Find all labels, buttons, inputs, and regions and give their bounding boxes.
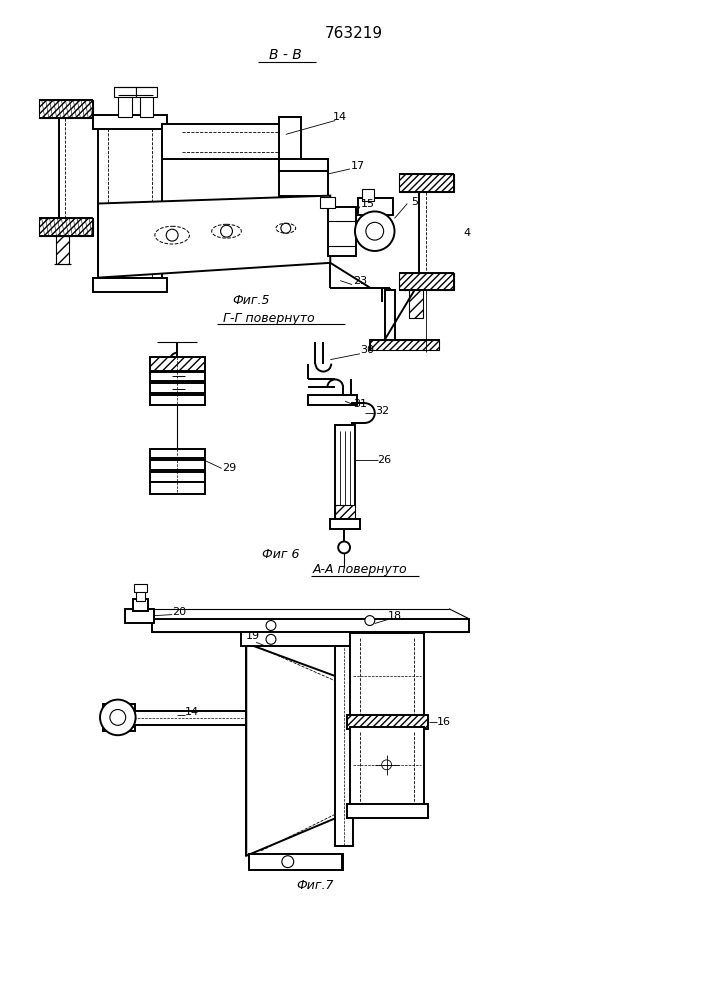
- Bar: [308, 395, 357, 405]
- Bar: [151, 472, 205, 482]
- Bar: [279, 159, 328, 171]
- Circle shape: [266, 634, 276, 644]
- Bar: [103, 723, 134, 731]
- Bar: [136, 87, 158, 97]
- Text: 30: 30: [360, 345, 374, 355]
- Bar: [151, 449, 205, 458]
- Bar: [330, 519, 360, 529]
- Circle shape: [281, 223, 291, 233]
- Text: Фиг 6: Фиг 6: [262, 548, 300, 561]
- Bar: [151, 460, 205, 470]
- Bar: [241, 632, 350, 646]
- Bar: [136, 591, 146, 601]
- Bar: [163, 124, 286, 159]
- Text: 26: 26: [378, 455, 392, 465]
- Bar: [151, 357, 205, 371]
- Bar: [56, 236, 69, 264]
- Bar: [399, 174, 454, 192]
- Circle shape: [366, 222, 384, 240]
- Bar: [151, 395, 205, 405]
- Bar: [123, 710, 133, 727]
- Bar: [151, 372, 205, 381]
- Bar: [320, 197, 335, 208]
- Bar: [103, 704, 134, 711]
- Bar: [279, 166, 328, 196]
- Text: Фиг.7: Фиг.7: [297, 879, 334, 892]
- Circle shape: [266, 621, 276, 630]
- Bar: [129, 711, 248, 725]
- Bar: [328, 207, 356, 256]
- Bar: [350, 727, 424, 806]
- Circle shape: [166, 229, 178, 241]
- Text: 763219: 763219: [325, 26, 383, 41]
- Bar: [133, 599, 148, 611]
- Bar: [151, 383, 205, 393]
- Text: 18: 18: [387, 611, 402, 621]
- Polygon shape: [246, 643, 340, 856]
- Circle shape: [365, 616, 375, 626]
- Bar: [370, 340, 439, 350]
- Text: 14: 14: [185, 707, 199, 717]
- Bar: [335, 425, 355, 519]
- Text: 16: 16: [437, 717, 451, 727]
- Bar: [370, 340, 439, 350]
- Text: 19: 19: [246, 631, 260, 641]
- Bar: [409, 290, 423, 318]
- Circle shape: [355, 211, 395, 251]
- Text: 5: 5: [411, 197, 418, 207]
- Bar: [153, 619, 469, 632]
- Bar: [250, 854, 343, 870]
- Text: 29: 29: [223, 463, 237, 473]
- Text: 31: 31: [353, 399, 367, 409]
- Circle shape: [221, 225, 233, 237]
- Bar: [347, 715, 428, 729]
- Bar: [93, 278, 168, 292]
- Text: Фиг.5: Фиг.5: [233, 294, 270, 307]
- Text: 15: 15: [361, 199, 375, 209]
- Text: А-А повернуто: А-А повернуто: [312, 563, 407, 576]
- Bar: [335, 633, 353, 846]
- Bar: [358, 198, 392, 215]
- Bar: [93, 115, 168, 129]
- Circle shape: [282, 856, 293, 868]
- Bar: [151, 482, 205, 494]
- Bar: [347, 804, 428, 818]
- Bar: [385, 290, 395, 345]
- Circle shape: [338, 542, 350, 553]
- Text: 32: 32: [375, 406, 390, 416]
- Bar: [362, 189, 374, 201]
- Bar: [124, 609, 154, 623]
- Circle shape: [110, 710, 126, 725]
- Bar: [139, 95, 153, 117]
- Text: 23: 23: [353, 276, 367, 286]
- Bar: [134, 584, 148, 592]
- Bar: [279, 117, 300, 166]
- Bar: [350, 633, 424, 717]
- Text: 4: 4: [463, 228, 470, 238]
- Text: 17: 17: [351, 161, 365, 171]
- Bar: [399, 273, 454, 290]
- Text: В - В: В - В: [269, 48, 302, 62]
- Bar: [335, 505, 355, 519]
- Text: 20: 20: [172, 607, 186, 617]
- Circle shape: [100, 700, 136, 735]
- Bar: [114, 87, 136, 97]
- Bar: [118, 95, 132, 117]
- Text: 14: 14: [333, 112, 347, 122]
- Polygon shape: [98, 196, 330, 278]
- Bar: [98, 124, 163, 278]
- Text: Г-Г повернуто: Г-Г повернуто: [223, 312, 315, 325]
- Bar: [108, 708, 129, 727]
- Bar: [39, 100, 93, 118]
- Bar: [39, 218, 93, 236]
